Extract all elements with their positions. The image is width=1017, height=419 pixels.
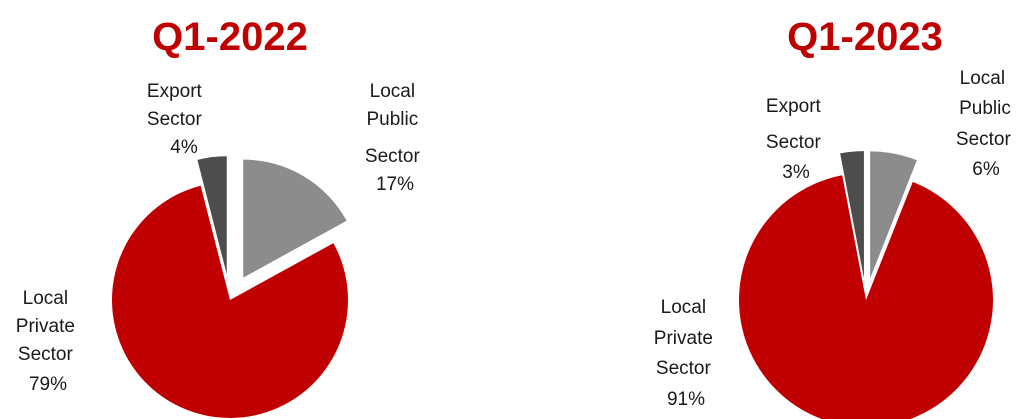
chart-q1-2023: Q1-2023 Export Sector 3% Local Public Lo… — [654, 15, 1016, 419]
pie-slice-export-sector — [840, 151, 864, 279]
pie-slice-local-public-sector — [870, 151, 917, 279]
label-line: Sector — [766, 132, 822, 153]
chart-title-q1-2022: Q1-2022 — [152, 15, 308, 59]
slice-label-public-q1-2023: Local Public — [959, 68, 1011, 119]
label-line: Local — [370, 81, 415, 102]
label-line: Sector — [147, 109, 203, 130]
pie-slice-local-private-sector — [739, 175, 993, 419]
label-line: Export — [766, 96, 822, 117]
label-line: Sector — [656, 358, 712, 379]
chart-title-q1-2023: Q1-2023 — [787, 15, 943, 59]
slice-label-public-q1-2023-cont: Local Sector 6% — [956, 129, 1016, 180]
slice-label-export-q1-2023: Export Sector 3% — [766, 96, 826, 183]
label-line: Sector — [365, 146, 421, 167]
pie-slice-local-private-sector — [111, 185, 348, 419]
slice-label-export-q1-2022: Export Sector 4% — [147, 81, 207, 158]
chart-q1-2022: Q1-2022 Export Sector 4% Local Public Se… — [16, 15, 425, 419]
label-line: Public — [366, 109, 418, 130]
label-line: Sector — [18, 344, 74, 365]
label-line: Export — [147, 81, 203, 102]
slice-value-label: 6% — [972, 159, 1000, 180]
slice-value-label: 17% — [376, 174, 414, 195]
label-line: Sector — [956, 129, 1012, 150]
label-line: Private — [654, 328, 713, 349]
label-line: Local — [661, 297, 706, 318]
slice-value-label: 3% — [782, 162, 810, 183]
label-line: Local — [23, 288, 68, 309]
label-line: Public — [959, 98, 1011, 119]
label-line: Local — [960, 68, 1005, 89]
slice-value-label: 4% — [170, 137, 198, 158]
label-line: Private — [16, 316, 75, 337]
slice-label-public-q1-2022: Local Public Sector 17% — [365, 81, 425, 195]
slice-label-private-q1-2023: Local Private Sector 91% — [654, 297, 718, 410]
slice-value-label: 79% — [29, 374, 67, 395]
slice-label-private-q1-2022: Local Private Sector 79% — [16, 288, 80, 395]
slice-value-label: 91% — [667, 389, 705, 410]
pie-slice-local-public-sector — [243, 159, 347, 278]
pie-slice-export-sector — [197, 156, 227, 275]
pie-q1-2022 — [111, 156, 348, 419]
pie-q1-2023 — [739, 151, 993, 419]
